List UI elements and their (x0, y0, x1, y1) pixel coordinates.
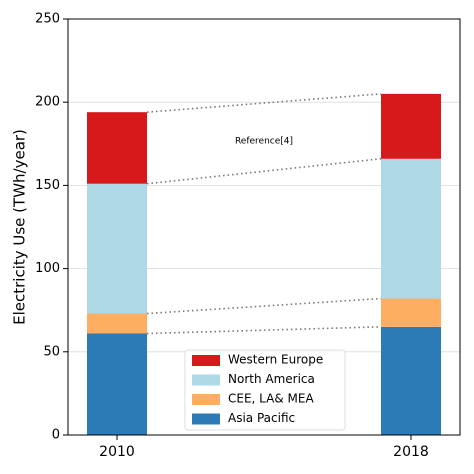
axes-frame (67, 18, 461, 436)
bar-segment (87, 183, 147, 314)
legend-label: Western Europe (228, 353, 323, 367)
bar-segment (87, 313, 147, 334)
legend-label: CEE, LA& MEA (228, 392, 314, 406)
y-tick-label: 250 (35, 12, 60, 27)
y-tick-label: 200 (35, 95, 60, 110)
x-tick-label: 2018 (393, 444, 429, 460)
bar-segment (87, 112, 147, 184)
legend-swatch (192, 355, 220, 366)
legend-label: North America (228, 372, 315, 386)
y-tick-label: 150 (35, 178, 60, 193)
legend-box (184, 349, 346, 431)
bar-segment (381, 326, 441, 435)
y-tick-label: 0 (52, 428, 60, 443)
bar-segment (381, 93, 441, 159)
x-tick-label: 2010 (99, 444, 135, 460)
legend-label: Asia Pacific (228, 411, 295, 425)
legend-swatch (192, 374, 220, 386)
connector (146, 93, 382, 113)
connector (146, 157, 382, 185)
annotation: Reference[4] (235, 137, 293, 147)
connector (146, 297, 382, 315)
bar-segment (381, 158, 441, 299)
bar-segment (87, 333, 147, 435)
legend-swatch (192, 413, 220, 425)
y-axis-label: Electricity Use (TWh/year) (11, 129, 29, 325)
legend-swatch (192, 394, 220, 405)
y-tick-label: 100 (35, 261, 60, 276)
connector (146, 326, 382, 335)
y-tick-label: 50 (43, 344, 60, 359)
bar-segment (381, 298, 441, 327)
